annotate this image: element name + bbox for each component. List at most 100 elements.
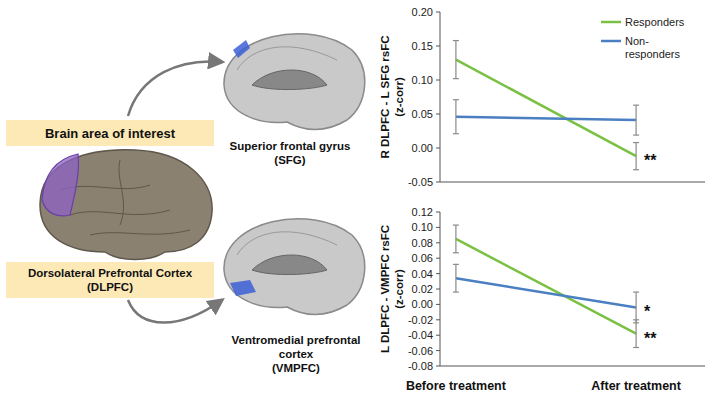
brain-shape bbox=[40, 150, 212, 260]
legend: Responders Non-responders bbox=[601, 16, 685, 60]
title-box bbox=[6, 120, 214, 146]
error-cap bbox=[633, 169, 639, 170]
brain-sulci bbox=[237, 47, 337, 70]
brain-shape bbox=[224, 219, 365, 315]
series-line bbox=[456, 117, 636, 120]
error-stem bbox=[455, 225, 456, 253]
target-label: Superior frontal gyrus bbox=[230, 140, 351, 152]
y-tick-label: 0.10 bbox=[412, 221, 433, 233]
error-bar bbox=[453, 264, 459, 292]
y-axis-label-line: (z-corr) bbox=[393, 77, 405, 117]
error-cap bbox=[453, 40, 459, 41]
y-tick-label: 0.20 bbox=[412, 6, 433, 18]
plot-area bbox=[453, 225, 639, 347]
y-tick bbox=[436, 182, 440, 183]
source-label: Dorsolateral Prefrontal Cortex bbox=[28, 267, 193, 279]
legend-label-line: Non- bbox=[625, 35, 649, 47]
significance-label: ** bbox=[644, 152, 657, 169]
x-tick-label: After treatment bbox=[591, 379, 681, 393]
y-axis-label: R DLPFC - L SFG rsFC(z-corr) bbox=[379, 35, 405, 158]
error-cap bbox=[453, 224, 459, 225]
y-tick bbox=[436, 114, 440, 115]
legend-label: Responders bbox=[625, 16, 685, 28]
legend-label-line: Responders bbox=[625, 16, 685, 28]
error-stem bbox=[635, 105, 636, 135]
error-stem bbox=[635, 292, 636, 323]
lateral-brain bbox=[40, 150, 212, 260]
y-tick bbox=[436, 289, 440, 290]
y-tick bbox=[436, 319, 440, 320]
legend-swatch bbox=[601, 40, 621, 43]
source-label: (DLPFC) bbox=[87, 281, 133, 293]
error-stem bbox=[635, 320, 636, 348]
legend-swatch bbox=[601, 21, 621, 24]
error-cap bbox=[453, 133, 459, 134]
y-tick bbox=[436, 227, 440, 228]
y-axis-label: L DLPFC - VMPFC rsFC(z-corr) bbox=[379, 225, 405, 353]
error-cap bbox=[453, 264, 459, 265]
brain-sulci bbox=[60, 160, 190, 235]
error-bar bbox=[633, 292, 639, 323]
error-stem bbox=[455, 100, 456, 134]
error-bar bbox=[453, 100, 459, 134]
target-label: cortex bbox=[279, 348, 314, 360]
y-tick bbox=[436, 335, 440, 336]
significance-label: * bbox=[644, 303, 651, 320]
y-axis-label-line: L DLPFC - VMPFC rsFC bbox=[379, 225, 391, 353]
error-bar bbox=[453, 41, 459, 79]
plot-area bbox=[453, 41, 639, 170]
error-cap bbox=[633, 347, 639, 348]
error-cap bbox=[633, 142, 639, 143]
arrow bbox=[128, 61, 222, 116]
y-tick-label: -0.02 bbox=[408, 314, 433, 326]
y-tick bbox=[436, 46, 440, 47]
error-cap bbox=[453, 291, 459, 292]
brain-sulci bbox=[237, 232, 337, 255]
y-tick bbox=[436, 366, 440, 367]
target-region bbox=[233, 40, 250, 58]
y-tick bbox=[436, 242, 440, 243]
error-bar bbox=[633, 105, 639, 135]
y-tick bbox=[436, 350, 440, 351]
error-cap bbox=[453, 99, 459, 100]
y-tick-label: 0.08 bbox=[412, 237, 433, 249]
y-axis-label-line: R DLPFC - L SFG rsFC bbox=[379, 35, 391, 158]
error-cap bbox=[633, 134, 639, 135]
y-tick-label: 0.04 bbox=[412, 268, 433, 280]
source-box bbox=[6, 262, 214, 298]
y-tick-label: 0.10 bbox=[412, 74, 433, 86]
target-label: Ventromedial prefrontal bbox=[231, 334, 360, 346]
error-cap bbox=[453, 78, 459, 79]
y-tick-label: -0.04 bbox=[408, 329, 433, 341]
dlpfc-region bbox=[42, 154, 79, 216]
target-label: (VMPFC) bbox=[272, 362, 320, 374]
target-label: (SFG) bbox=[274, 154, 305, 166]
corpus-callosum bbox=[252, 255, 327, 275]
y-tick-label: 0.02 bbox=[412, 283, 433, 295]
y-tick-label: 0.00 bbox=[412, 298, 433, 310]
y-tick bbox=[436, 80, 440, 81]
error-stem bbox=[635, 143, 636, 170]
y-tick bbox=[436, 12, 440, 13]
arrow bbox=[128, 300, 222, 323]
chart-1: -0.08-0.06-0.04-0.020.000.020.040.060.08… bbox=[379, 206, 705, 393]
series-line bbox=[456, 239, 636, 334]
y-axis-label-line: (z-corr) bbox=[393, 269, 405, 309]
series-line bbox=[456, 60, 636, 157]
medial-brain-sfg bbox=[224, 34, 365, 130]
diagram-title: Brain area of interest bbox=[45, 126, 176, 141]
y-tick bbox=[436, 304, 440, 305]
y-tick-label: -0.05 bbox=[408, 176, 433, 188]
significance-label: ** bbox=[644, 330, 657, 347]
legend-label: Non-responders bbox=[625, 35, 681, 60]
y-tick bbox=[436, 148, 440, 149]
y-tick-label: 0.05 bbox=[412, 108, 433, 120]
y-tick-label: 0.15 bbox=[412, 40, 433, 52]
y-axis bbox=[440, 12, 441, 182]
y-tick-label: -0.08 bbox=[408, 360, 433, 372]
figure: Brain area of interest Dorsolateral Prefr… bbox=[0, 0, 712, 398]
error-stem bbox=[455, 41, 456, 79]
error-cap bbox=[633, 322, 639, 323]
legend-label-line: responders bbox=[625, 48, 681, 60]
target-region bbox=[230, 280, 256, 296]
